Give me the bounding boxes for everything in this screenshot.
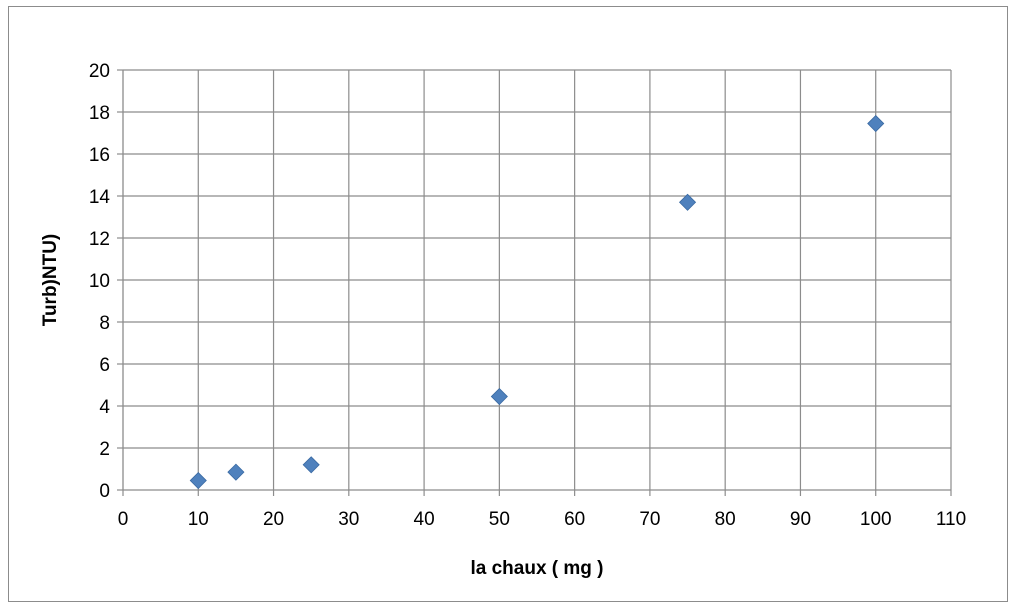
x-axis-title: la chaux ( mg ) [470, 558, 603, 579]
y-tick-label: 20 [89, 61, 110, 82]
y-tick-label: 0 [99, 481, 110, 502]
y-tick-label: 2 [99, 439, 110, 460]
x-tick-label: 90 [790, 509, 811, 530]
y-tick-label: 6 [99, 355, 110, 376]
x-tick-label: 110 [936, 509, 966, 530]
y-tick-label: 18 [89, 103, 110, 124]
x-tick-label: 60 [564, 509, 585, 530]
x-tick-label: 50 [489, 509, 510, 530]
x-tick-label: 30 [338, 509, 359, 530]
chart-frame [8, 6, 1008, 602]
x-tick-label: 100 [860, 509, 892, 530]
y-tick-label: 8 [99, 313, 110, 334]
y-tick-label: 14 [89, 187, 111, 208]
x-tick-label: 0 [118, 509, 129, 530]
data-point [678, 193, 697, 211]
data-point [189, 471, 207, 490]
y-tick-label: 16 [89, 145, 110, 166]
x-tick-label: 80 [715, 509, 736, 530]
data-point [302, 456, 320, 474]
x-tick-labels: 0 10 20 30 40 50 60 70 80 90 100 110 [118, 509, 966, 530]
y-tick-label: 10 [89, 271, 110, 292]
axes [117, 69, 952, 496]
data-point [867, 114, 885, 133]
data-points [189, 114, 885, 490]
x-tick-label: 70 [639, 509, 660, 530]
gridlines [123, 69, 952, 490]
y-axis-title: Turb)NTU) [40, 234, 61, 327]
y-tick-label: 4 [99, 397, 110, 418]
data-point [227, 463, 245, 481]
x-tick-label: 20 [263, 509, 284, 530]
y-tick-label: 12 [89, 229, 110, 250]
y-tick-labels: 0 2 4 6 8 10 12 14 16 18 20 [89, 61, 111, 502]
x-tick-label: 10 [188, 509, 209, 530]
data-point [490, 387, 508, 406]
x-tick-label: 40 [414, 509, 435, 530]
